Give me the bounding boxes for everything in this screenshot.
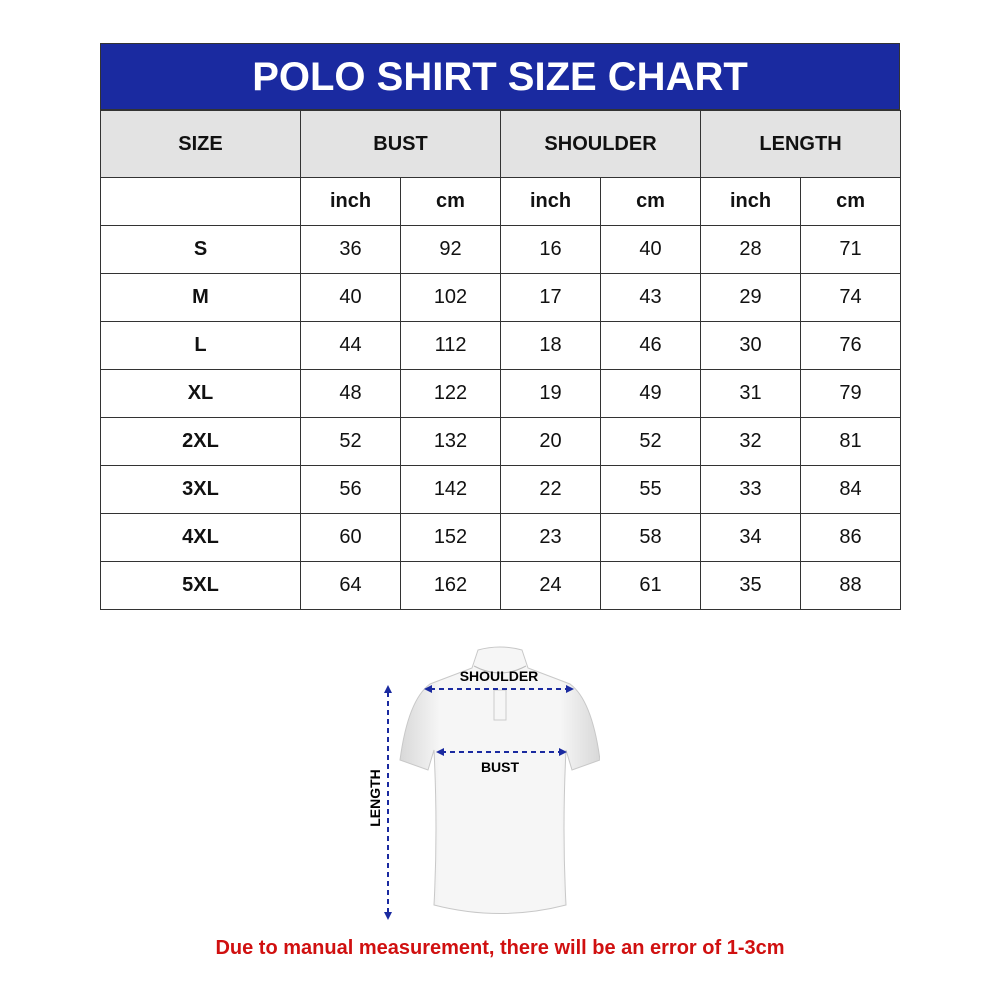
- value-cell: 55: [600, 465, 702, 514]
- header-bust: BUST: [299, 110, 502, 178]
- shoulder-label: SHOULDER: [460, 668, 539, 684]
- value-cell: 71: [800, 225, 902, 274]
- value-cell: 40: [300, 273, 401, 322]
- value-cell: 24: [500, 561, 602, 610]
- length-label: LENGTH: [367, 769, 383, 827]
- unit: inch: [500, 177, 602, 226]
- size-cell: S: [100, 225, 301, 274]
- measurement-note: Due to manual measurement, there will be…: [215, 937, 785, 959]
- value-cell: 16: [500, 225, 602, 274]
- value-cell: 56: [300, 465, 401, 514]
- header-shoulder: SHOULDER: [500, 110, 702, 178]
- size-cell: 2XL: [100, 417, 301, 466]
- unit-blank: [100, 177, 301, 226]
- shirt-diagram: SHOULDER BUST LENGTH: [367, 646, 600, 920]
- size-cell: 5XL: [100, 561, 301, 610]
- value-cell: 36: [300, 225, 401, 274]
- value-cell: 132: [399, 417, 502, 466]
- table-row: 5XL 64 162 24 61 35 88: [100, 561, 902, 610]
- unit: cm: [800, 177, 902, 226]
- value-cell: 46: [600, 321, 702, 370]
- value-cell: 52: [300, 417, 401, 466]
- value-cell: 64: [300, 561, 401, 610]
- value-cell: 102: [399, 273, 502, 322]
- value-cell: 49: [600, 369, 702, 418]
- table-row: S 36 92 16 40 28 71: [100, 225, 902, 274]
- value-cell: 30: [700, 321, 802, 370]
- value-cell: 43: [600, 273, 702, 322]
- table-row: 3XL 56 142 22 55 33 84: [100, 465, 902, 514]
- bust-label: BUST: [481, 759, 520, 775]
- size-cell: 4XL: [100, 513, 301, 562]
- value-cell: 20: [500, 417, 602, 466]
- value-cell: 162: [399, 561, 502, 610]
- unit: inch: [300, 177, 401, 226]
- chart-title: POLO SHIRT SIZE CHART: [100, 43, 900, 110]
- value-cell: 34: [700, 513, 802, 562]
- value-cell: 52: [600, 417, 702, 466]
- value-cell: 92: [399, 225, 502, 274]
- header-row: SIZE BUST SHOULDER LENGTH: [100, 110, 902, 178]
- header-size: SIZE: [100, 110, 301, 178]
- value-cell: 29: [700, 273, 802, 322]
- table-row: 2XL 52 132 20 52 32 81: [100, 417, 902, 466]
- shirt-body: [399, 646, 600, 914]
- value-cell: 32: [700, 417, 802, 466]
- value-cell: 58: [600, 513, 702, 562]
- size-cell: M: [100, 273, 301, 322]
- table-row: 4XL 60 152 23 58 34 86: [100, 513, 902, 562]
- value-cell: 18: [500, 321, 602, 370]
- value-cell: 35: [700, 561, 802, 610]
- table-row: M 40 102 17 43 29 74: [100, 273, 902, 322]
- value-cell: 112: [399, 321, 502, 370]
- value-cell: 88: [800, 561, 902, 610]
- table-row: XL 48 122 19 49 31 79: [100, 369, 902, 418]
- size-table: SIZE BUST SHOULDER LENGTH inch cm inch c…: [100, 110, 902, 610]
- unit: cm: [399, 177, 502, 226]
- size-cell: XL: [100, 369, 301, 418]
- unit-row: inch cm inch cm inch cm: [100, 177, 902, 226]
- value-cell: 31: [700, 369, 802, 418]
- value-cell: 86: [800, 513, 902, 562]
- value-cell: 23: [500, 513, 602, 562]
- value-cell: 76: [800, 321, 902, 370]
- value-cell: 74: [800, 273, 902, 322]
- value-cell: 33: [700, 465, 802, 514]
- value-cell: 122: [399, 369, 502, 418]
- unit: inch: [700, 177, 802, 226]
- value-cell: 81: [800, 417, 902, 466]
- table-row: L 44 112 18 46 30 76: [100, 321, 902, 370]
- value-cell: 61: [600, 561, 702, 610]
- value-cell: 84: [800, 465, 902, 514]
- value-cell: 142: [399, 465, 502, 514]
- size-cell: L: [100, 321, 301, 370]
- size-cell: 3XL: [100, 465, 301, 514]
- value-cell: 60: [300, 513, 401, 562]
- value-cell: 19: [500, 369, 602, 418]
- value-cell: 17: [500, 273, 602, 322]
- value-cell: 44: [300, 321, 401, 370]
- value-cell: 48: [300, 369, 401, 418]
- header-length: LENGTH: [700, 110, 902, 178]
- value-cell: 28: [700, 225, 802, 274]
- value-cell: 22: [500, 465, 602, 514]
- unit: cm: [600, 177, 702, 226]
- value-cell: 40: [600, 225, 702, 274]
- value-cell: 152: [399, 513, 502, 562]
- value-cell: 79: [800, 369, 902, 418]
